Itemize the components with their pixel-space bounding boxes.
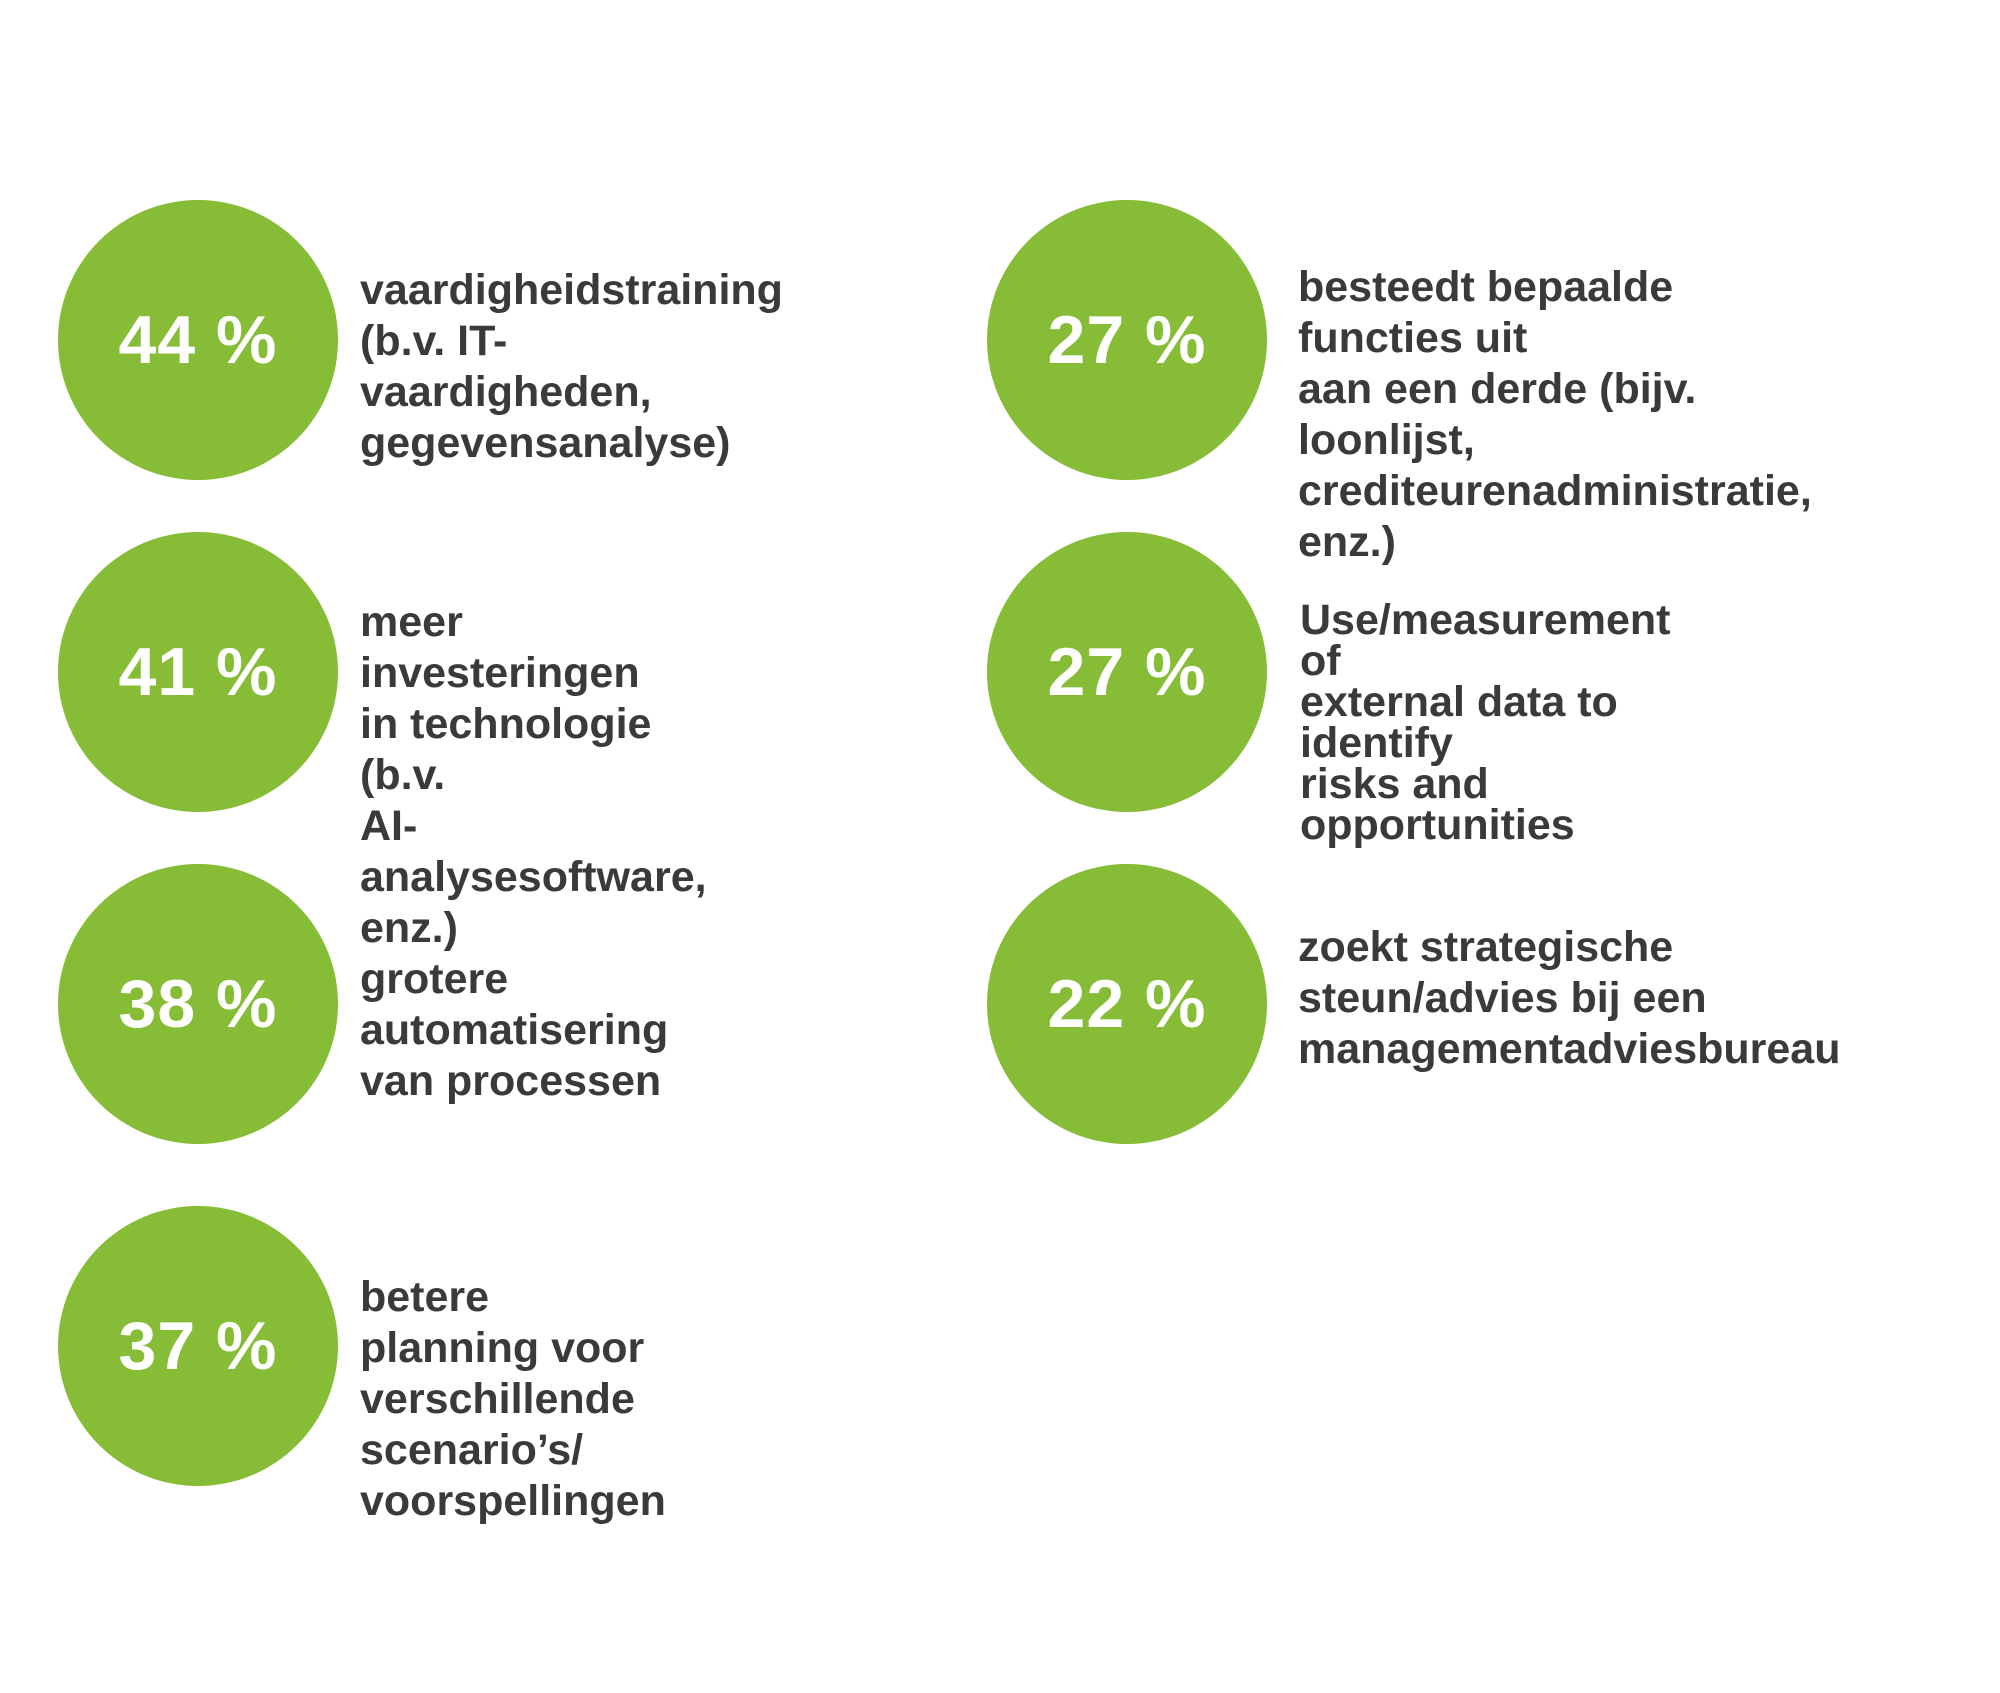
stat-label-technology-investment: meer investeringen in technologie (b.v. … — [360, 598, 707, 952]
stat-circle-process-automation: 38 % — [58, 864, 338, 1144]
stat-circle-scenario-planning: 37 % — [58, 1206, 338, 1486]
stat-label-process-automation: grotere automatisering van processen — [360, 955, 669, 1105]
stat-circle-technology-investment: 41 % — [58, 532, 338, 812]
stat-label-management-consulting: zoekt strategische steun/advies bij een … — [1298, 923, 1841, 1073]
stat-label-external-data: Use/measurement of external data to iden… — [1300, 596, 1671, 849]
stat-label-scenario-planning: betere planning voor verschillende scena… — [360, 1273, 666, 1525]
stat-label-outsourcing: besteedt bepaalde functies uit aan een d… — [1298, 263, 1812, 566]
stat-circle-skills-training: 44 % — [58, 200, 338, 480]
stat-circle-outsourcing: 27 % — [987, 200, 1267, 480]
stat-label-skills-training: vaardigheidstraining (b.v. IT-vaardighed… — [360, 266, 783, 467]
stat-circle-external-data: 27 % — [987, 532, 1267, 812]
stat-circle-management-consulting: 22 % — [987, 864, 1267, 1144]
